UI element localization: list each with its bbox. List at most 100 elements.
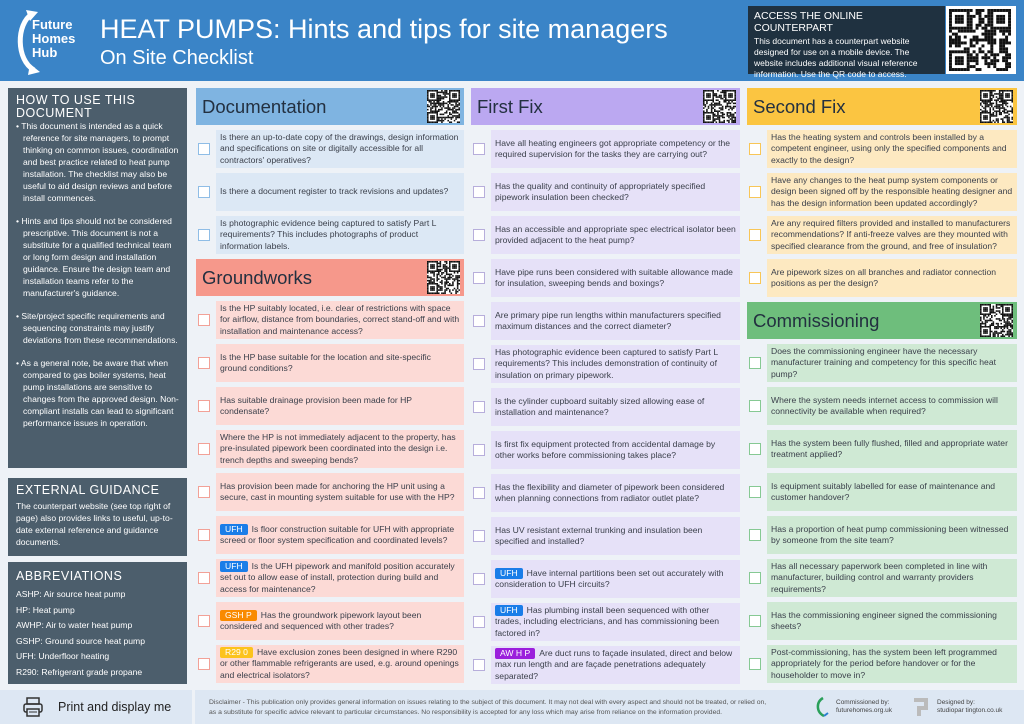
- checkbox[interactable]: [198, 186, 210, 198]
- question-text: Have all heating engineers got appropria…: [495, 137, 731, 160]
- question-text: Is there an up-to-date copy of the drawi…: [220, 131, 459, 165]
- qr-code-icon[interactable]: [427, 90, 460, 123]
- qr-code-icon[interactable]: [427, 261, 460, 294]
- checkbox[interactable]: [473, 229, 485, 241]
- question-text: Has plumbing install been sequenced with…: [495, 604, 720, 638]
- checklist-column: First Fix Have all heating engineers got …: [471, 88, 740, 684]
- checklist-item: Is photographic evidence being captured …: [196, 216, 464, 254]
- section-header: Second Fix: [747, 88, 1017, 125]
- qr-code-icon[interactable]: [980, 90, 1013, 123]
- checkbox[interactable]: [749, 272, 761, 284]
- designed-link[interactable]: studiopar tington.co.uk: [937, 707, 1003, 714]
- question-text: Has the heating system and controls been…: [771, 131, 1007, 165]
- checklist-question: Has the commissioning engineer signed th…: [767, 602, 1017, 640]
- checkbox[interactable]: [749, 143, 761, 155]
- checkbox[interactable]: [473, 487, 485, 499]
- checkbox[interactable]: [749, 615, 761, 627]
- checklist-question: Is the cylinder cupboard suitably sized …: [491, 388, 740, 426]
- checkbox[interactable]: [473, 272, 485, 284]
- checklist-question: Has the quality and continuity of approp…: [491, 173, 740, 211]
- print-button[interactable]: Print and display me: [0, 690, 192, 724]
- question-text: Is there a document register to track re…: [220, 186, 449, 197]
- online-counterpart-box: ACCESS THE ONLINE COUNTERPART This docum…: [748, 6, 945, 79]
- checklist-item: Are primary pipe run lengths within manu…: [471, 302, 740, 340]
- how-bullet: • This document is intended as a quick r…: [16, 121, 179, 203]
- print-label: Print and display me: [58, 700, 172, 714]
- checklist-item: Is equipment suitably labelled for ease …: [747, 473, 1017, 511]
- qr-code-icon[interactable]: [703, 90, 736, 123]
- checkbox[interactable]: [473, 659, 485, 671]
- checklist-question: Has the heating system and controls been…: [767, 130, 1017, 168]
- checkbox[interactable]: [198, 143, 210, 155]
- checkbox[interactable]: [749, 186, 761, 198]
- section-title: Second Fix: [753, 95, 846, 117]
- checkbox[interactable]: [749, 400, 761, 412]
- question-text: Has the flexibility and diameter of pipe…: [495, 481, 725, 504]
- checkbox[interactable]: [198, 658, 210, 670]
- checkbox[interactable]: [198, 229, 210, 241]
- question-text: Post-commissioning, has the system been …: [771, 646, 997, 680]
- checklist-item: Has photographic evidence been captured …: [471, 345, 740, 383]
- checkbox[interactable]: [749, 229, 761, 241]
- checkbox[interactable]: [749, 443, 761, 455]
- checkbox[interactable]: [473, 444, 485, 456]
- checklist-question: Has photographic evidence been captured …: [491, 345, 740, 383]
- checklist-item: Has all necessary paperwork been complet…: [747, 559, 1017, 597]
- section-header: Commissioning: [747, 302, 1017, 339]
- checkbox[interactable]: [198, 615, 210, 627]
- checkbox[interactable]: [473, 143, 485, 155]
- checklist-item: Has the commissioning engineer signed th…: [747, 602, 1017, 640]
- abbrev-item: HP: Heat pump: [16, 604, 75, 615]
- checkbox[interactable]: [473, 401, 485, 413]
- checklist-item: UFH Is the UFH pipework and manifold posi…: [196, 559, 464, 597]
- checklist-item: Is there a document register to track re…: [196, 173, 464, 211]
- tag-badge: UFH: [495, 604, 523, 616]
- checkbox[interactable]: [473, 186, 485, 198]
- abbrev-item: ASHP: Air source heat pump: [16, 589, 126, 599]
- section-title: First Fix: [477, 95, 543, 117]
- section-title: Documentation: [202, 95, 327, 117]
- checklist-item: Has an accessible and appropriate spec e…: [471, 216, 740, 254]
- question-text: Is the HP base suitable for the location…: [220, 351, 431, 374]
- checklist-question: UFH Is floor construction suitable for UF…: [216, 516, 464, 554]
- checkbox[interactable]: [749, 529, 761, 541]
- checkbox[interactable]: [749, 658, 761, 670]
- checkbox[interactable]: [198, 486, 210, 498]
- question-text: Have any changes to the heat pump system…: [771, 174, 1013, 208]
- checkbox[interactable]: [473, 358, 485, 370]
- checkbox[interactable]: [198, 443, 210, 455]
- section-header: Documentation: [196, 88, 464, 125]
- checkbox[interactable]: [749, 572, 761, 584]
- checkbox[interactable]: [473, 616, 485, 628]
- tag-badge: UFH: [220, 560, 248, 572]
- abbrev-item: AWHP: Air to water heat pump: [16, 620, 133, 630]
- checklist-item: Has the quality and continuity of approp…: [471, 173, 740, 211]
- question-text: Is photographic evidence being captured …: [220, 217, 437, 251]
- checkbox[interactable]: [749, 357, 761, 369]
- checkbox[interactable]: [198, 572, 210, 584]
- commissioned-link[interactable]: futurehomes.org.uk: [836, 707, 893, 714]
- question-text: Does the commissioning engineer have the…: [771, 345, 996, 379]
- printer-icon: [23, 697, 43, 717]
- checkbox[interactable]: [198, 400, 210, 412]
- checklist-item: UFH Have internal partitions been set out…: [471, 560, 740, 598]
- checklist-question: Is photographic evidence being captured …: [216, 216, 464, 254]
- checklist-item: Has suitable drainage provision been mad…: [196, 387, 464, 425]
- qr-code-icon[interactable]: [946, 6, 1016, 74]
- page-subtitle: On Site Checklist: [100, 47, 254, 69]
- checklist-question: Where the system needs internet access t…: [767, 387, 1017, 425]
- checkbox[interactable]: [749, 486, 761, 498]
- checkbox[interactable]: [473, 573, 485, 585]
- checkbox[interactable]: [198, 357, 210, 369]
- qr-code-icon[interactable]: [980, 304, 1013, 337]
- checkbox[interactable]: [198, 314, 210, 326]
- checkbox[interactable]: [198, 529, 210, 541]
- abbrev-item: GSHP: Ground source heat pump: [16, 635, 145, 646]
- question-text: Where the HP is not immediately adjacent…: [220, 431, 456, 465]
- checkbox[interactable]: [473, 315, 485, 327]
- checklist-question: Does the commissioning engineer have the…: [767, 344, 1017, 382]
- checkbox[interactable]: [473, 530, 485, 542]
- footer: Disclaimer - This publication only provi…: [195, 690, 1024, 724]
- checklist-item: AW H P Are duct runs to façade insulated,…: [471, 646, 740, 684]
- how-title: HOW TO USE THIS DOCUMENT: [16, 93, 136, 120]
